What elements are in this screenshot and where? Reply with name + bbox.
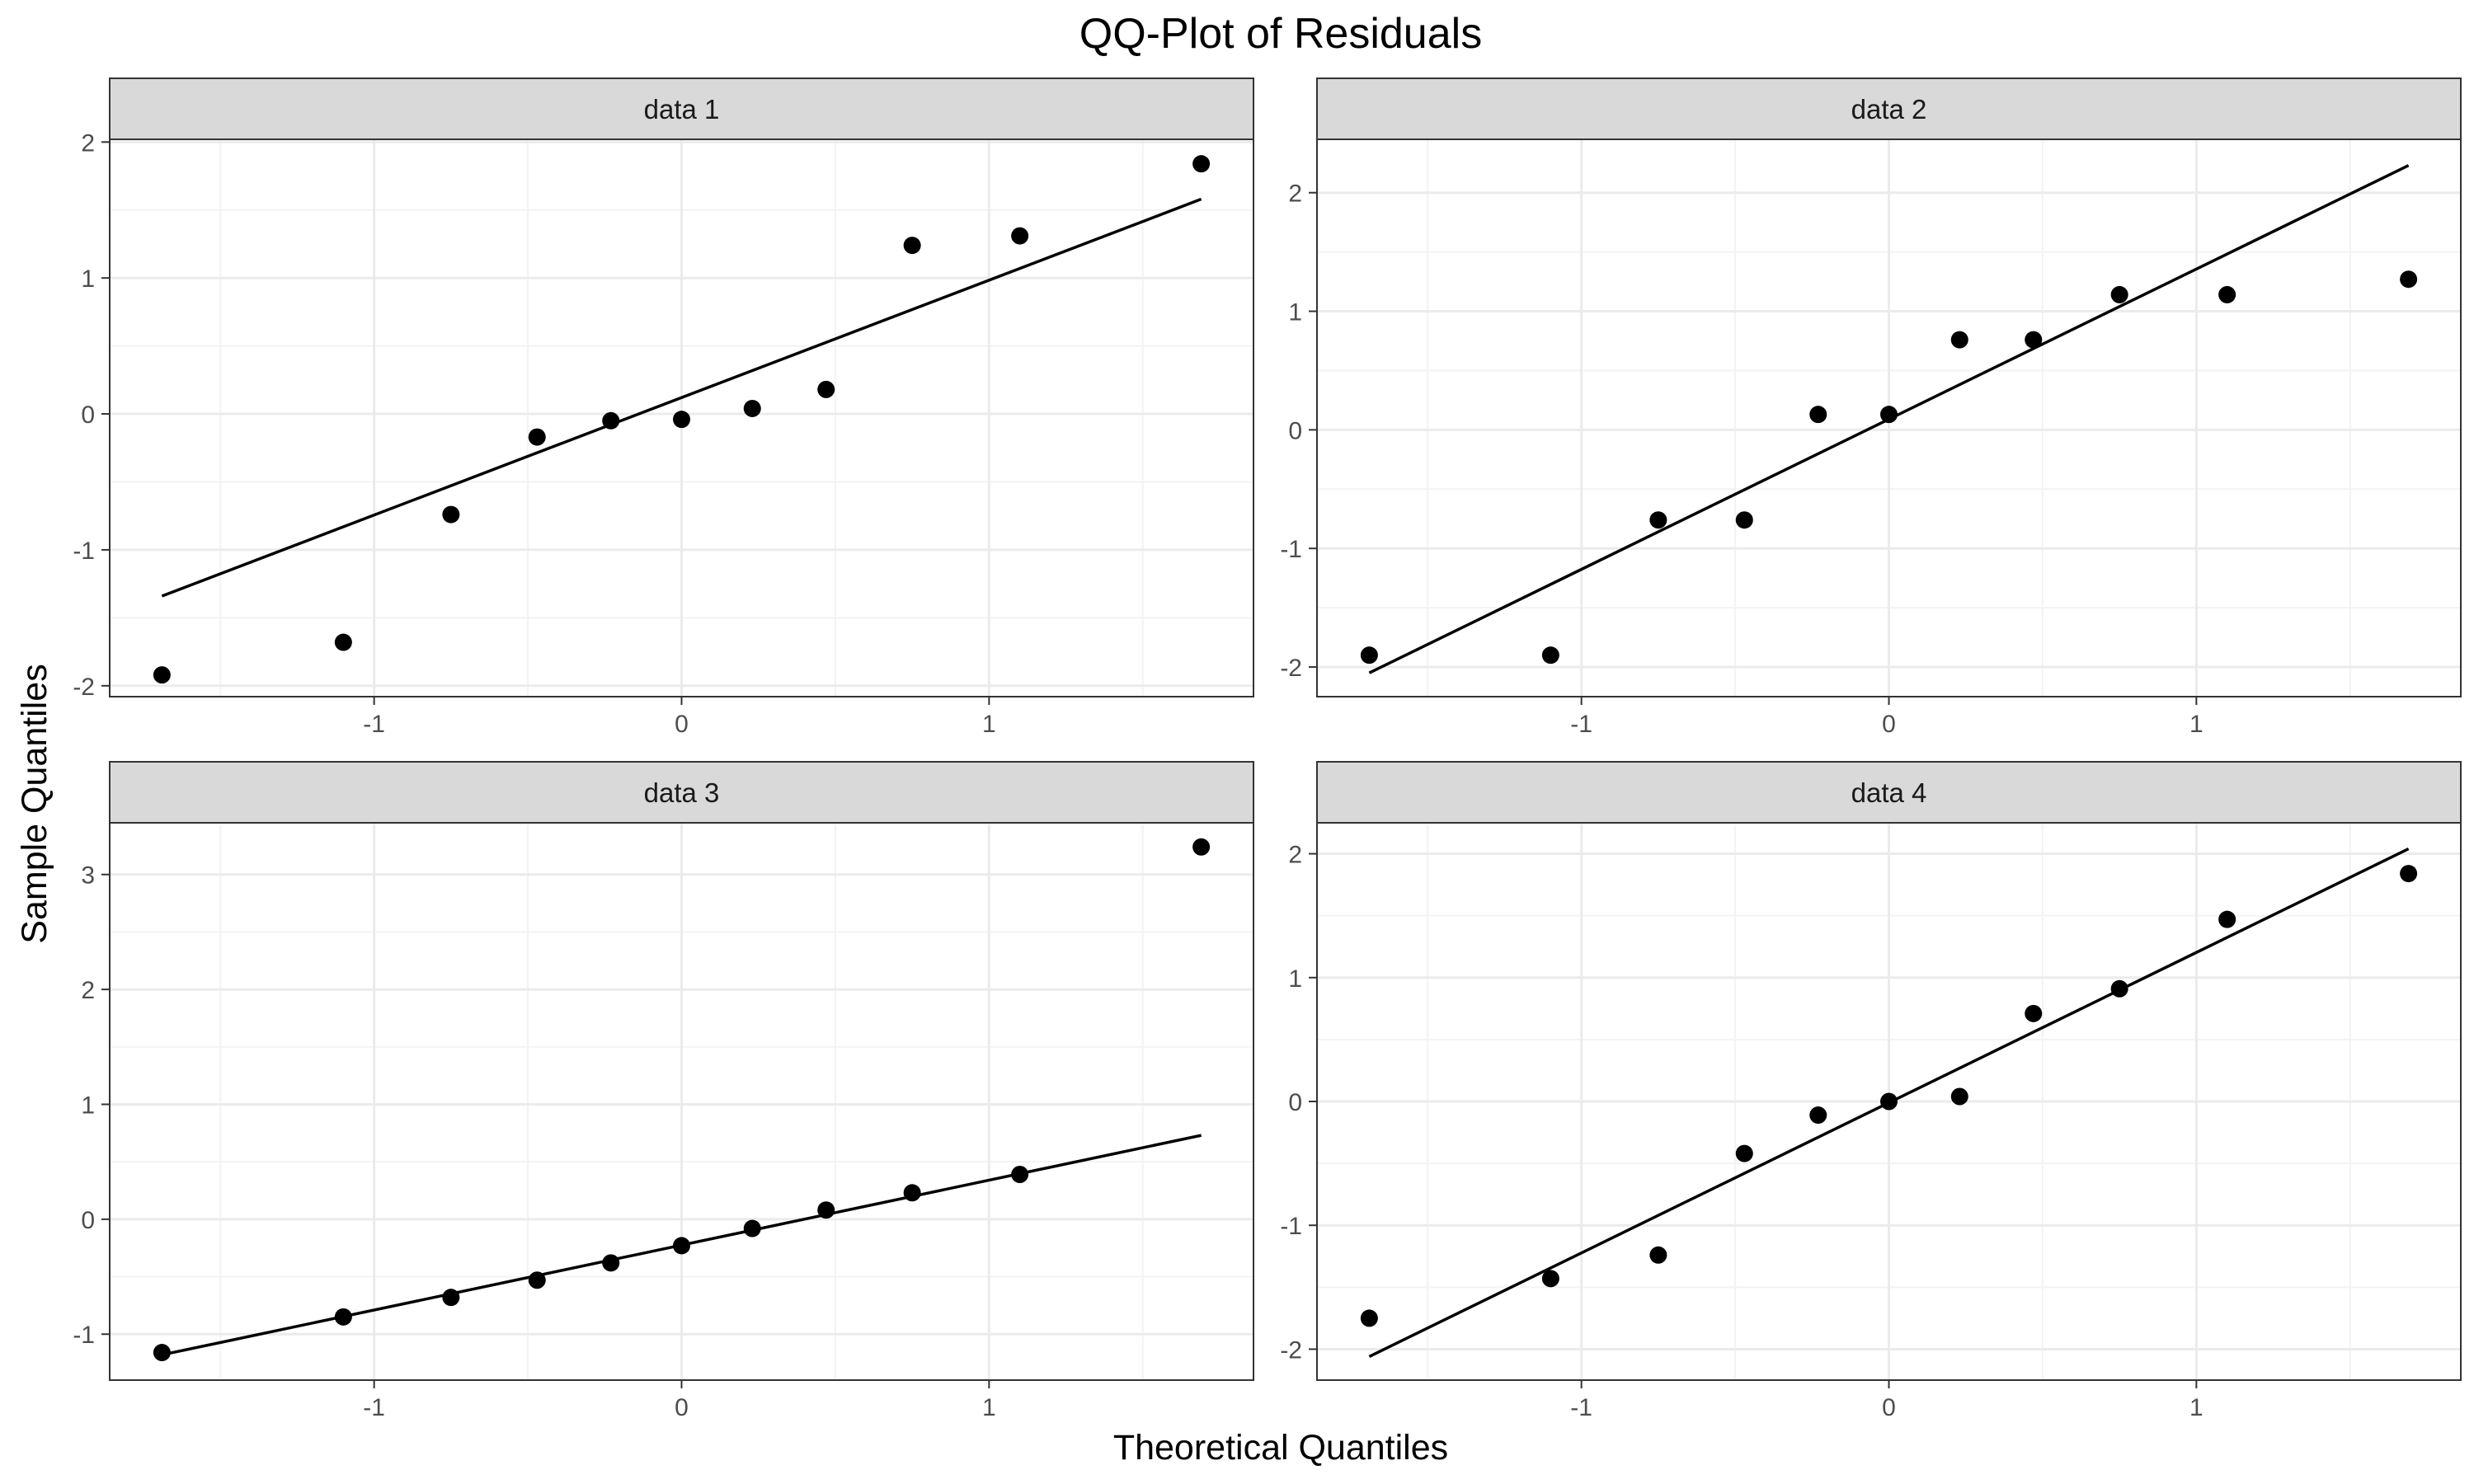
- y-tick-label: 1: [81, 1092, 95, 1119]
- data-point: [1809, 406, 1827, 424]
- y-tick-label: -1: [73, 1322, 95, 1349]
- data-point: [442, 505, 460, 524]
- data-point: [2025, 1004, 2043, 1022]
- y-tick-label: -2: [1280, 1336, 1302, 1364]
- x-tick-label: 0: [675, 1394, 689, 1421]
- data-point: [817, 1201, 835, 1219]
- y-tick-label: 0: [1288, 1089, 1302, 1116]
- facet-strip-label: data 4: [1851, 777, 1927, 808]
- data-point: [1880, 1092, 1898, 1111]
- data-point: [2218, 910, 2236, 928]
- facet-panel-1: data 1 -1 0 1 -2 -1 0 1 2: [73, 77, 1254, 738]
- y-tick-label: 2: [81, 129, 95, 157]
- data-point: [1360, 646, 1378, 665]
- x-tick-label: 0: [1882, 1394, 1896, 1421]
- data-point: [903, 1184, 921, 1202]
- y-tick-label: -1: [73, 538, 95, 565]
- x-tick-label: 1: [982, 1394, 996, 1421]
- x-tick-label: -1: [363, 711, 385, 738]
- data-point: [334, 1308, 352, 1326]
- x-axis-label: Theoretical Quantiles: [1113, 1428, 1448, 1468]
- y-tick-label: 0: [81, 1207, 95, 1234]
- data-point: [2025, 331, 2043, 349]
- data-point: [673, 1237, 690, 1255]
- data-point: [1011, 1166, 1029, 1184]
- data-point: [602, 411, 620, 430]
- y-tick-label: -1: [1280, 536, 1302, 563]
- data-point: [903, 237, 921, 255]
- data-point: [602, 1254, 620, 1272]
- y-tick-label: 3: [81, 862, 95, 890]
- x-tick-label: -1: [1570, 711, 1592, 738]
- data-point: [528, 1271, 546, 1289]
- x-tick-label: 1: [982, 711, 996, 738]
- facet-strip: [109, 761, 1254, 824]
- data-point: [1809, 1106, 1827, 1125]
- data-point: [2110, 285, 2128, 303]
- data-point: [1541, 646, 1559, 665]
- data-point: [1192, 838, 1211, 856]
- x-tick-label: -1: [1570, 1394, 1592, 1421]
- qq-reference-line: [161, 197, 1202, 598]
- x-tick-label: 1: [2189, 1394, 2204, 1421]
- data-point: [1649, 1246, 1667, 1264]
- data-point: [2218, 285, 2236, 303]
- facet-strip-label: data 1: [644, 94, 720, 124]
- data-point: [2400, 865, 2418, 883]
- x-tick-label: 0: [1882, 711, 1896, 738]
- data-point: [1950, 331, 1968, 349]
- facet-strip: [109, 77, 1254, 140]
- y-tick-label: -2: [73, 674, 95, 701]
- data-point: [2110, 979, 2128, 998]
- data-point: [442, 1289, 460, 1307]
- facet-panel-2: data 2 -1 0 1 -2 -1 0 1 2: [1280, 77, 2462, 738]
- data-point: [334, 633, 352, 651]
- data-point: [1735, 1144, 1753, 1162]
- data-point: [528, 428, 546, 446]
- data-point: [1011, 227, 1029, 245]
- facet-strip-label: data 3: [644, 777, 720, 808]
- data-point: [1649, 511, 1667, 529]
- y-tick-label: 1: [1288, 965, 1302, 993]
- y-tick-label: 0: [1288, 417, 1302, 444]
- y-tick-label: 1: [1288, 299, 1302, 326]
- facet-strip-label: data 2: [1851, 94, 1927, 124]
- data-point: [1880, 406, 1898, 424]
- data-point: [1735, 511, 1753, 529]
- data-point: [1360, 1309, 1378, 1327]
- x-tick-label: 0: [675, 711, 689, 738]
- y-tick-label: 2: [81, 977, 95, 1004]
- data-point: [2400, 270, 2418, 289]
- y-tick-label: 2: [1288, 842, 1302, 869]
- facet-strip: [1316, 761, 2462, 824]
- x-tick-label: -1: [363, 1394, 385, 1421]
- chart-title: QQ-Plot of Residuals: [1079, 10, 1482, 58]
- y-axis-label: Sample Quantiles: [15, 664, 54, 943]
- data-point: [743, 399, 761, 417]
- data-point: [153, 1344, 171, 1362]
- facet-panel-4: data 4 -1 0 1 -2 -1 0 1 2: [1280, 761, 2462, 1421]
- data-point: [1950, 1087, 1968, 1106]
- y-tick-label: -1: [1280, 1213, 1302, 1240]
- data-point: [1541, 1270, 1559, 1288]
- y-tick-label: 2: [1288, 181, 1302, 208]
- data-point: [153, 666, 171, 684]
- facet-panel-3: data 3 -1 0 1 -1 0 1 2 3: [73, 761, 1254, 1421]
- data-point: [743, 1219, 761, 1237]
- data-point: [817, 380, 835, 398]
- y-tick-label: 0: [81, 402, 95, 429]
- x-tick-label: 1: [2189, 711, 2204, 738]
- data-point: [673, 411, 690, 429]
- y-tick-label: -2: [1280, 655, 1302, 682]
- data-point: [1192, 155, 1211, 173]
- y-tick-label: 1: [81, 265, 95, 293]
- facet-strip: [1316, 77, 2462, 140]
